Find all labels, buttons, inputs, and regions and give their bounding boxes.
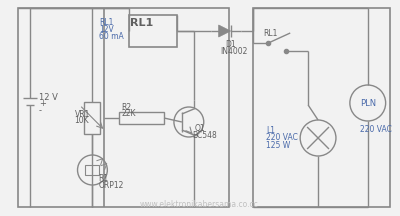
Text: BC548: BC548 <box>192 131 216 140</box>
Text: L1: L1 <box>266 126 275 135</box>
Text: 125 W: 125 W <box>266 141 291 150</box>
Polygon shape <box>219 25 230 37</box>
Bar <box>18 8 229 207</box>
Text: IN4002: IN4002 <box>221 47 248 56</box>
Text: RL1: RL1 <box>99 18 114 27</box>
Text: 220 VAC: 220 VAC <box>266 133 298 142</box>
Text: PLN: PLN <box>360 98 376 108</box>
Text: VR1: VR1 <box>74 110 90 119</box>
Text: www.elektronikabersama.co.cc: www.elektronikabersama.co.cc <box>140 200 258 209</box>
Text: RL1: RL1 <box>263 29 278 38</box>
Text: 22K: 22K <box>121 109 136 118</box>
Text: 12V: 12V <box>99 25 114 34</box>
Text: 10K: 10K <box>74 116 89 125</box>
Bar <box>129 15 177 47</box>
Bar <box>119 112 164 124</box>
Text: 220 VAC: 220 VAC <box>360 125 392 134</box>
Text: 60 mA: 60 mA <box>99 32 124 41</box>
Text: +: + <box>39 99 46 108</box>
Bar <box>84 102 100 134</box>
Text: 12 V: 12 V <box>39 93 58 102</box>
Text: RL1: RL1 <box>130 18 153 28</box>
Text: Q1: Q1 <box>195 124 206 133</box>
Text: R2: R2 <box>121 103 131 112</box>
Text: D1: D1 <box>226 40 236 49</box>
Text: R1: R1 <box>98 174 108 183</box>
Bar <box>86 165 99 175</box>
Text: -: - <box>39 106 42 115</box>
Text: ORP12: ORP12 <box>98 181 124 190</box>
Bar <box>254 8 390 207</box>
